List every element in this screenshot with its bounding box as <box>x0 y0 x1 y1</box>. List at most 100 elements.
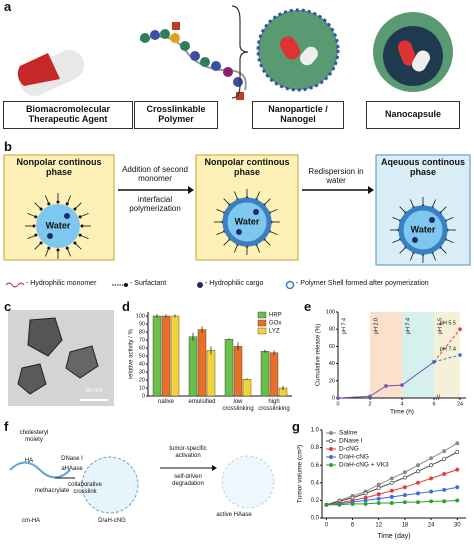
panel-label: a <box>4 0 12 14</box>
data-point <box>384 384 388 388</box>
x-tick-label: native <box>157 399 174 405</box>
bracket <box>231 5 249 99</box>
diagram-label: active HAase <box>216 512 252 518</box>
diagram-label: cm-HA <box>21 518 41 524</box>
step-label: Addition of second monomer <box>122 165 188 183</box>
cargo <box>412 237 418 243</box>
legend-label: - Hydrophilic monomer <box>26 280 97 287</box>
surfactant-head <box>65 202 69 206</box>
data-point <box>416 480 420 485</box>
y-tick-label: 40 <box>329 361 335 367</box>
component-label: Biomacromolecular Therapeutic Agent <box>3 101 133 129</box>
ph-region <box>402 312 434 398</box>
scale-bar-label: 50 nm <box>85 388 103 394</box>
phase-title: Nonpolar continous phase <box>204 157 290 177</box>
surfactant-tail <box>445 217 454 222</box>
diagram-label: collaborative crosslink <box>68 482 102 495</box>
surfactant-head <box>73 207 77 211</box>
diagram-label: DNase I <box>61 456 83 462</box>
data-point <box>442 457 447 461</box>
arrow-head <box>188 186 194 194</box>
legend-swatch <box>257 327 267 335</box>
core-label: Water <box>46 220 71 230</box>
legend-icon <box>5 282 25 288</box>
x-tick-label: low crosslinking <box>222 399 254 412</box>
cargo <box>236 229 242 235</box>
data-point <box>376 482 381 487</box>
region-label: pH 5.5 <box>437 318 443 334</box>
surfactant-tail <box>66 195 71 204</box>
diagram-label: self-driven degradation <box>172 474 204 487</box>
surfactant-head <box>39 207 43 211</box>
surfactant-head <box>78 215 82 219</box>
x-tick-label: 6 <box>432 401 435 407</box>
data-point <box>376 496 381 501</box>
data-point <box>402 500 407 505</box>
data-point <box>429 499 434 504</box>
data-point <box>402 470 407 475</box>
surfactant-tail <box>269 209 278 214</box>
core-label: Water <box>411 224 436 234</box>
panel-label: c <box>4 299 12 314</box>
nanogel-icon <box>256 8 340 92</box>
bar <box>260 351 270 397</box>
legend-icon <box>285 280 295 290</box>
bar <box>224 339 234 397</box>
legend-label: - Polymer Shell formed after poymerizati… <box>296 280 429 287</box>
particle <box>65 345 99 379</box>
bar <box>188 336 198 397</box>
component-label: Nanoparticle / Nanogel <box>252 101 344 129</box>
bar <box>242 379 252 397</box>
legend-marker <box>329 431 333 435</box>
legend-icon <box>124 283 128 287</box>
diagram-label: cholesteryl moiety <box>19 430 49 443</box>
legend-label: LYZ <box>269 329 280 335</box>
surfactant-tail <box>439 246 447 254</box>
data-point <box>432 360 436 364</box>
data-point <box>442 472 447 476</box>
surfactant-tail <box>399 206 407 214</box>
arrow-head <box>368 186 374 194</box>
data-point <box>389 488 394 493</box>
y-tick-label: 20 <box>139 377 145 383</box>
phase-title: Aqeuous continous phase <box>381 157 465 177</box>
legend-label: DNase I <box>339 438 363 445</box>
surfactant-tail <box>431 199 436 208</box>
surfactant-tail <box>255 244 260 253</box>
y-tick-label: 10 <box>139 385 145 391</box>
x-tick-label: 0 <box>336 401 339 407</box>
x-tick-label: 2 <box>368 401 371 407</box>
y-tick-label: 20 <box>329 378 335 384</box>
surfactant-head <box>34 233 38 237</box>
y-tick-label: 0.4 <box>311 480 320 486</box>
y-tick-label: 0.0 <box>311 516 320 522</box>
surfactant-tail <box>399 246 407 254</box>
data-point <box>416 491 420 496</box>
data-point <box>455 498 460 503</box>
nanocapsule-icon <box>373 12 453 92</box>
y-tick-label: 100 <box>326 309 335 315</box>
data-point <box>442 487 447 492</box>
data-point <box>368 394 372 399</box>
y-tick-label: 0.6 <box>311 463 320 469</box>
data-point <box>455 441 460 446</box>
particle <box>17 363 47 395</box>
data-point <box>363 498 368 503</box>
x-tick-label: 24 <box>428 523 435 529</box>
phase-title: Nonpolar continous phase <box>16 157 102 177</box>
surfactant-head <box>47 202 51 206</box>
cargo <box>253 209 259 215</box>
data-point <box>400 383 404 387</box>
legend-swatch <box>257 311 267 319</box>
diagram-label: D/aH-cNG <box>98 518 126 524</box>
data-point <box>429 456 434 461</box>
bar <box>233 346 243 397</box>
y-tick-label: 30 <box>139 369 145 375</box>
bar <box>152 315 162 397</box>
region-label: pH 7.4 <box>405 318 411 334</box>
component-label: Crosslinkable Polymer <box>134 101 218 129</box>
surfactant-head <box>32 224 36 228</box>
capsule-icon <box>17 49 85 97</box>
cargo <box>64 213 70 219</box>
surfactant-head <box>80 224 84 228</box>
